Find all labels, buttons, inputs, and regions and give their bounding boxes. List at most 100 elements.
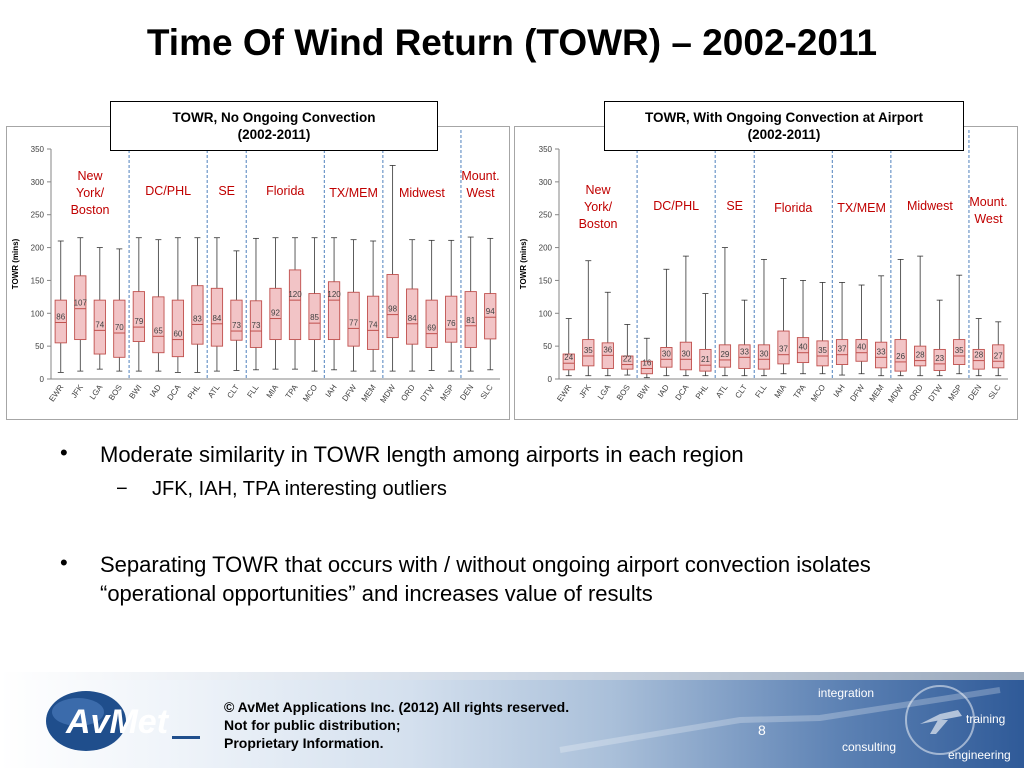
median-label: 83 bbox=[193, 314, 202, 323]
y-tick-label: 250 bbox=[31, 211, 45, 220]
tag-engineering: engineering bbox=[948, 748, 1011, 762]
logo-text: AvMet bbox=[65, 703, 170, 741]
median-label: 35 bbox=[955, 346, 964, 355]
median-label: 73 bbox=[252, 321, 261, 330]
box-dtw bbox=[425, 299, 438, 348]
box-msp bbox=[445, 295, 458, 343]
box-tpa bbox=[796, 337, 810, 364]
y-tick-label: 0 bbox=[548, 375, 553, 384]
y-tick-label: 300 bbox=[31, 178, 45, 187]
median-label: 74 bbox=[369, 320, 378, 329]
page-number: 8 bbox=[758, 722, 766, 738]
avmet-logo: AvMet bbox=[44, 690, 202, 752]
box-dtw bbox=[933, 348, 946, 371]
box-iad bbox=[660, 347, 673, 368]
bullet-text: Separating TOWR that occurs with / witho… bbox=[100, 552, 871, 606]
box-lga bbox=[93, 299, 106, 355]
chart-frame bbox=[6, 126, 510, 420]
box-ord bbox=[914, 345, 927, 367]
median-label: 69 bbox=[427, 324, 436, 333]
median-label: 85 bbox=[310, 313, 319, 322]
box-ord bbox=[406, 288, 419, 345]
median-label: 84 bbox=[212, 314, 221, 323]
region-label: York/ bbox=[584, 200, 613, 214]
box-plot-no-convection: 0 50 100 150 200 250 300 350 TOWR (mins) New York/… bbox=[6, 126, 510, 420]
footer-banner: AvMet © AvMet Applications Inc. (2012) A… bbox=[0, 672, 1024, 768]
median-label: 35 bbox=[584, 346, 593, 355]
y-tick-label: 50 bbox=[35, 342, 44, 351]
bullet-item: • Separating TOWR that occurs with / wit… bbox=[60, 550, 940, 608]
region-label: Boston bbox=[71, 203, 110, 217]
box-atl bbox=[210, 287, 224, 347]
region-label: Florida bbox=[774, 201, 812, 215]
median-label: 28 bbox=[916, 351, 925, 360]
median-label: 21 bbox=[701, 355, 710, 364]
median-label: 29 bbox=[720, 350, 729, 359]
median-label: 107 bbox=[74, 299, 88, 308]
median-label: 28 bbox=[974, 351, 983, 360]
box-dca bbox=[679, 341, 693, 371]
box-bwi bbox=[640, 360, 653, 375]
tag-training: training bbox=[966, 712, 1006, 726]
box-iah bbox=[835, 339, 849, 365]
median-label: 23 bbox=[935, 354, 944, 363]
region-label: Mount. bbox=[969, 195, 1007, 209]
y-tick-label: 150 bbox=[539, 276, 553, 285]
box-clt bbox=[738, 344, 751, 369]
region-label: Boston bbox=[579, 217, 618, 231]
region-label: New bbox=[586, 183, 612, 197]
box-dca bbox=[171, 299, 185, 358]
box-msp bbox=[953, 339, 966, 365]
median-label: 22 bbox=[623, 355, 632, 364]
box-fll bbox=[757, 344, 771, 370]
box-iah bbox=[327, 281, 341, 341]
box-mem bbox=[874, 341, 888, 369]
median-label: 37 bbox=[779, 345, 788, 354]
region-label: TX/MEM bbox=[837, 201, 886, 215]
copyright-line: Proprietary Information. bbox=[224, 735, 384, 751]
region-label: New bbox=[78, 169, 104, 183]
y-tick-label: 300 bbox=[539, 178, 553, 187]
median-label: 65 bbox=[154, 326, 163, 335]
median-label: 77 bbox=[349, 318, 358, 327]
bullet-item: • Moderate similarity in TOWR length amo… bbox=[60, 440, 940, 469]
box-bos bbox=[113, 299, 126, 358]
median-label: 92 bbox=[271, 309, 280, 318]
median-label: 70 bbox=[115, 323, 124, 332]
median-label: 40 bbox=[799, 343, 808, 352]
median-label: 26 bbox=[896, 352, 905, 361]
box-atl bbox=[718, 344, 732, 368]
median-label: 30 bbox=[681, 349, 690, 358]
dash-icon: − bbox=[116, 478, 128, 500]
y-tick-label: 100 bbox=[539, 309, 553, 318]
y-tick-label: 50 bbox=[543, 342, 552, 351]
region-label: York/ bbox=[76, 186, 105, 200]
median-label: 30 bbox=[662, 349, 671, 358]
copyright-line: Not for public distribution; bbox=[224, 717, 401, 733]
box-ewr bbox=[54, 299, 67, 344]
caption-line: (2002-2011) bbox=[747, 127, 821, 142]
sub-bullet-text: JFK, IAH, TPA interesting outliers bbox=[152, 478, 447, 500]
bullet-dot-icon: • bbox=[60, 440, 68, 465]
region-label: SE bbox=[726, 199, 743, 213]
box-iad bbox=[152, 296, 165, 354]
region-label: Midwest bbox=[907, 199, 953, 213]
median-label: 37 bbox=[838, 345, 847, 354]
box-mia bbox=[269, 287, 282, 341]
median-label: 24 bbox=[564, 353, 573, 362]
box-den bbox=[972, 348, 985, 370]
median-label: 36 bbox=[603, 345, 612, 354]
region-label: Florida bbox=[266, 184, 304, 198]
bullet-text: Moderate similarity in TOWR length among… bbox=[100, 442, 744, 467]
median-label: 86 bbox=[56, 312, 65, 321]
median-label: 60 bbox=[173, 330, 182, 339]
median-label: 120 bbox=[288, 290, 302, 299]
median-label: 94 bbox=[486, 307, 495, 316]
median-label: 30 bbox=[760, 349, 769, 358]
box-mem bbox=[366, 295, 380, 350]
box-mco bbox=[816, 340, 829, 367]
box-clt bbox=[230, 299, 243, 341]
median-label: 120 bbox=[327, 290, 341, 299]
box-mco bbox=[308, 293, 321, 341]
region-label: SE bbox=[218, 184, 235, 198]
